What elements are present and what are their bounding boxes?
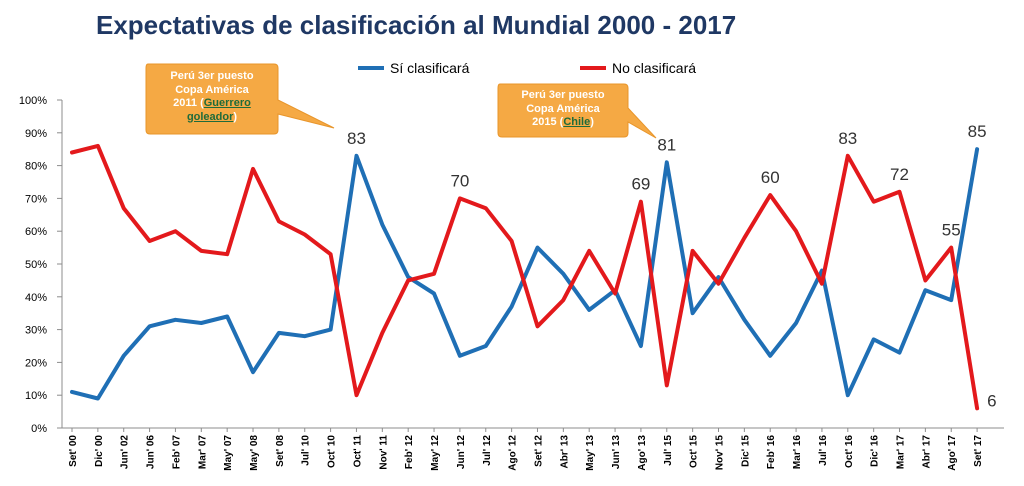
data-label: 6 [987, 391, 996, 410]
data-label: 83 [347, 129, 366, 148]
y-tick-label: 80% [25, 161, 47, 173]
callout-2011-pre: 2011 ( [173, 97, 204, 109]
x-tick-label: Dic' 00 [94, 435, 105, 467]
data-label: 60 [761, 168, 780, 187]
callout-2015-line1: Perú 3er puesto [521, 89, 605, 101]
data-label: 55 [942, 221, 961, 240]
callout-box-2011 [145, 63, 335, 135]
data-label: 72 [890, 165, 909, 184]
y-tick-label: 20% [25, 357, 47, 369]
x-tick-label: Mar' 16 [792, 435, 803, 470]
callout-2015-post: ) [590, 116, 594, 128]
y-tick-label: 10% [25, 390, 47, 402]
x-tick-label: Abr' 17 [921, 435, 932, 469]
data-label: 85 [968, 122, 987, 141]
x-tick-label: Jul' 10 [301, 435, 312, 466]
y-tick-label: 40% [25, 292, 47, 304]
x-tick-label: Oct' 15 [689, 435, 700, 468]
callout-box-2015 [497, 83, 657, 139]
data-label: 83 [838, 129, 857, 148]
x-tick-label: Feb' 07 [171, 435, 182, 469]
callout-2015-pre: 2015 ( [532, 116, 564, 128]
x-tick-label: Mar' 07 [197, 435, 208, 470]
data-label: 81 [657, 135, 676, 154]
data-label: 69 [631, 175, 650, 194]
axes: 0% 10% 20% 30% 40% 50% 60% 70% 80% 90% 100% Set' 00… [19, 95, 1004, 471]
callout-2015: Perú 3er puesto Copa América 2015 (Chile… [498, 89, 628, 130]
x-tick-label: Jun' 06 [146, 435, 157, 469]
legend: Sí clasificará No clasificará [358, 60, 696, 76]
x-tick-label: Ago' 17 [947, 435, 958, 471]
x-tick-label: May' 07 [223, 435, 234, 471]
callout-2011-link-goleador[interactable]: goleador [186, 110, 234, 123]
chart-title: Expectativas de clasificación al Mundial… [96, 10, 737, 40]
x-tick-label: Dic' 16 [870, 435, 881, 467]
callout-2015-line3: 2015 (Chile) [498, 116, 628, 130]
series-line-no-clasificara [70, 143, 980, 411]
data-labels: 83 70 69 81 60 83 72 55 85 6 [347, 122, 997, 410]
x-tick-label: Jul' 12 [482, 435, 493, 466]
y-tick-label: 70% [25, 193, 47, 205]
x-tick-label: Mar' 17 [896, 435, 907, 470]
x-tick-label: May' 08 [249, 435, 260, 471]
y-tick-label: 30% [25, 325, 47, 337]
x-tick-label: Jun' 12 [456, 435, 467, 469]
y-tick-label: 100% [19, 95, 47, 107]
x-tick-label: Jun' 02 [120, 435, 131, 469]
y-tick-label: 0% [31, 423, 47, 435]
x-tick-label: Feb' 12 [404, 435, 415, 469]
callout-2011-line1: Perú 3er puesto [170, 70, 254, 82]
y-tick-label: 50% [25, 259, 47, 271]
x-tick-label: May' 12 [430, 435, 441, 471]
callouts [145, 63, 657, 139]
legend-label-si: Sí clasificará [390, 60, 470, 76]
x-tick-label: Jul' 16 [818, 435, 829, 466]
y-tick-label: 90% [25, 128, 47, 140]
x-tick-label: Oct' 11 [352, 435, 363, 468]
series-layer [70, 143, 980, 411]
callout-2011-post: ) [233, 110, 238, 123]
callout-2011-line4: goleador) [146, 111, 278, 125]
x-tick-label: Oct' 16 [844, 435, 855, 468]
data-label: 70 [450, 171, 469, 190]
x-tick-label: Abr' 13 [559, 435, 570, 469]
callout-2011-link-guerrero[interactable]: Guerrero [203, 97, 251, 109]
x-tick-label: Set' 12 [533, 435, 544, 467]
callout-2011: Perú 3er puesto Copa América 2011 (Guerr… [146, 70, 278, 124]
y-tick-label: 60% [25, 226, 47, 238]
x-tick-label: Set' 08 [275, 435, 286, 467]
x-tick-label: Oct' 10 [327, 435, 338, 468]
x-tick-label: Dic' 15 [740, 435, 751, 467]
x-tick-label: Nov' 15 [715, 435, 726, 471]
x-tick-label: Nov' 11 [378, 435, 389, 470]
callout-2015-line2: Copa América [526, 102, 600, 115]
x-tick-label: May' 13 [585, 435, 596, 471]
x-tick-label: Jun' 13 [611, 435, 622, 469]
legend-label-no: No clasificará [612, 60, 696, 76]
callout-2011-line3: 2011 (Guerrero [146, 97, 278, 111]
x-tick-label: Feb' 16 [766, 435, 777, 469]
x-tick-label: Set' 17 [973, 435, 984, 467]
x-tick-label: Jul' 15 [663, 435, 674, 466]
x-tick-label: Ago' 12 [508, 435, 519, 471]
callout-2011-line2: Copa América [175, 83, 249, 96]
x-tick-label: Ago' 13 [637, 435, 648, 471]
x-tick-label: Set' 00 [68, 435, 79, 467]
callout-2015-link-chile[interactable]: Chile [563, 116, 591, 128]
